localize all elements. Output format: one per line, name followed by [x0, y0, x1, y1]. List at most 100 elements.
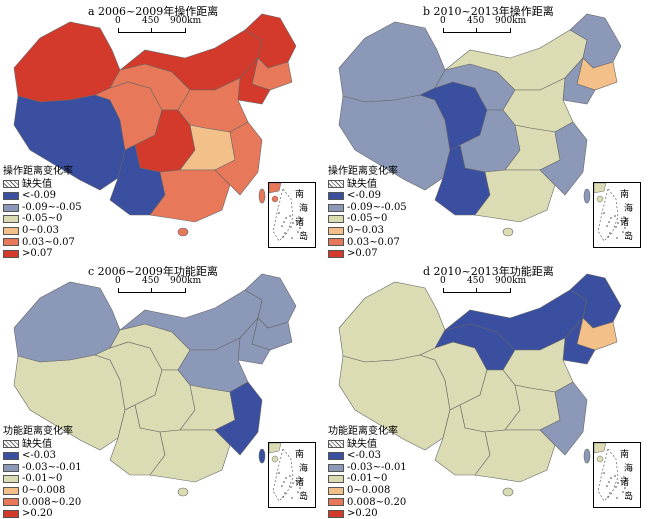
china-map-b — [338, 13, 622, 237]
legend-item: 缺失值 — [328, 179, 407, 191]
legend-item: -0.01~0 — [328, 473, 407, 485]
panel-title-d: d 2010~2013年功能距离 — [423, 265, 554, 278]
legend-b: 操作距离变化率 缺失值 <-0.09 -0.09~-0.05 -0.05~0 0~0.03… — [328, 166, 407, 259]
inset-label: 诸 — [295, 478, 305, 488]
legend-swatch — [3, 475, 19, 484]
province-east — [214, 381, 263, 456]
legend-label: <-0.03 — [347, 450, 382, 462]
legend-swatch — [328, 451, 344, 460]
legend-swatch — [3, 440, 19, 449]
legend-swatch — [328, 440, 344, 449]
legend-swatch — [328, 238, 344, 247]
panel-title-c: c 2006~2009年功能距离 — [88, 265, 218, 278]
south-china-sea-inset: 南海诸岛 — [268, 442, 316, 508]
scale-label: 450 — [142, 276, 160, 286]
legend-item: 缺失值 — [3, 179, 82, 191]
legend-item: 0~0.008 — [328, 485, 407, 497]
legend-swatch — [3, 486, 19, 495]
legend-item: <-0.03 — [328, 450, 407, 462]
legend-swatch — [3, 451, 19, 460]
legend-swatch — [328, 226, 344, 235]
legend-label: <-0.09 — [347, 190, 382, 202]
scale-label: 450 — [467, 16, 485, 26]
legend-label: -0.01~0 — [22, 473, 63, 485]
legend-label: 缺失值 — [347, 438, 377, 450]
legend-label: >0.20 — [347, 508, 378, 519]
scale-tick — [476, 28, 477, 32]
legend-swatch — [3, 203, 19, 212]
legend-item: 缺失值 — [3, 439, 82, 451]
legend-swatch — [328, 203, 344, 212]
legend-label: <-0.03 — [22, 450, 57, 462]
inset-map — [269, 443, 301, 502]
scale-line — [118, 288, 186, 293]
scale-line — [443, 28, 511, 33]
inset-label: 海 — [299, 204, 309, 214]
legend-label: 0.008~0.20 — [347, 496, 407, 508]
legend-swatch — [3, 498, 19, 507]
legend-item: -0.09~-0.05 — [328, 202, 407, 214]
province-xinjiang — [338, 21, 446, 103]
province-hainan — [177, 487, 189, 497]
legend-swatch — [328, 509, 344, 518]
map-panel-b: b 2010~2013年操作距离 0 450 900km 操作距离变化率 缺失值 <-0.0… — [325, 0, 650, 259]
legend-a: 操作距离变化率 缺失值 <-0.09 -0.09~-0.05 -0.05~0 0~0.03… — [3, 166, 82, 259]
province-taiwan — [258, 188, 266, 204]
province-hainan — [177, 227, 189, 237]
scale-label: 0 — [440, 16, 446, 26]
legend-item: 0~0.03 — [328, 225, 407, 237]
map-panel-d: d 2010~2013年功能距离 0 450 900km 功能距离变化率 缺失值 <-0.0… — [325, 260, 650, 519]
legend-swatch — [3, 180, 19, 189]
inset-label: 南 — [295, 450, 305, 460]
legend-item: 0.03~0.07 — [328, 237, 407, 249]
province-east — [539, 381, 588, 456]
legend-swatch — [328, 215, 344, 224]
legend-title: 操作距离变化率 — [3, 166, 73, 177]
legend-item: -0.09~-0.05 — [3, 202, 82, 214]
inset-label: 南 — [620, 190, 630, 200]
map-panel-a: a 2006~2009年操作距离 0 450 900km 操作距离变化率 缺失值 <-0.0… — [0, 0, 325, 259]
panel-title-a: a 2006~2009年操作距离 — [88, 5, 219, 18]
legend-item: 0~0.03 — [3, 225, 82, 237]
legend-item: >0.07 — [328, 248, 407, 259]
legend-title: 功能距离变化率 — [328, 426, 398, 437]
legend-item: -0.05~0 — [328, 213, 407, 225]
legend-label: -0.03~-0.01 — [22, 461, 82, 473]
legend-item: -0.05~0 — [3, 213, 82, 225]
inset-label: 岛 — [299, 232, 309, 242]
legend-swatch — [3, 509, 19, 518]
south-china-sea-inset: 南海诸岛 — [593, 182, 641, 248]
province-xinjiang — [338, 281, 446, 363]
panel-title-b: b 2010~2013年操作距离 — [423, 5, 554, 18]
legend-label: 0~0.03 — [347, 224, 385, 236]
legend-label: -0.05~0 — [347, 213, 388, 225]
scale-label: 900km — [170, 276, 202, 286]
china-map-c — [13, 273, 297, 497]
inset-label: 南 — [620, 450, 630, 460]
scale-line — [443, 288, 511, 293]
province-taiwan — [258, 448, 266, 464]
inset-label: 诸 — [620, 478, 630, 488]
map-panel-c: c 2006~2009年功能距离 0 450 900km 功能距离变化率 缺失值 <-0.0… — [0, 260, 325, 519]
inset-label: 诸 — [295, 218, 305, 228]
legend-item: 0.03~0.07 — [3, 237, 82, 249]
china-map-d — [338, 273, 622, 497]
inset-label: 南 — [295, 190, 305, 200]
legend-item: 缺失值 — [328, 439, 407, 451]
scale-line — [118, 28, 186, 33]
province-hainan — [502, 227, 514, 237]
legend-label: 0~0.008 — [22, 484, 66, 496]
legend-label: >0.07 — [22, 248, 53, 259]
legend-swatch — [328, 249, 344, 258]
legend-label: 缺失值 — [22, 438, 52, 450]
inset-map — [594, 443, 626, 502]
legend-swatch — [3, 238, 19, 247]
legend-swatch — [328, 486, 344, 495]
legend-label: 0~0.03 — [22, 224, 60, 236]
scale-label: 900km — [495, 16, 527, 26]
legend-item: <-0.09 — [328, 190, 407, 202]
legend-item: >0.07 — [3, 248, 82, 259]
legend-label: -0.05~0 — [22, 213, 63, 225]
scale-label: 900km — [495, 276, 527, 286]
legend-swatch — [3, 226, 19, 235]
